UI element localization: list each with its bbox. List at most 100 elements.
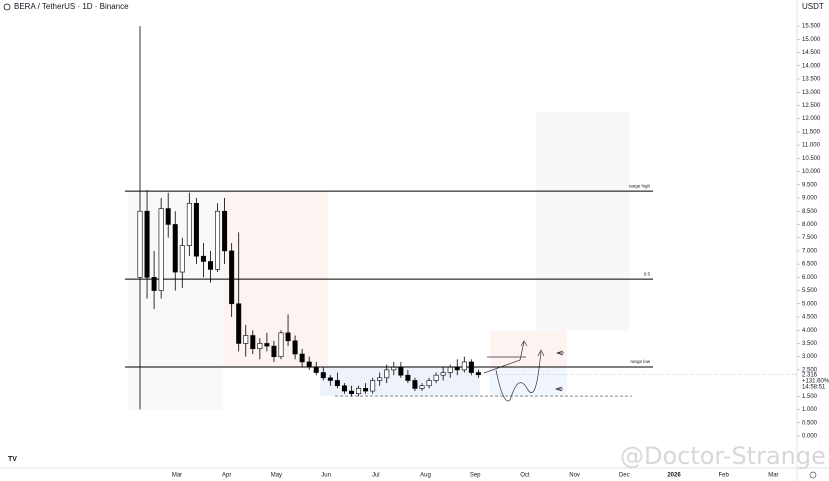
candle-body <box>236 303 242 344</box>
candle-body <box>193 202 199 257</box>
settings-button[interactable] <box>809 471 817 479</box>
zone <box>536 112 630 331</box>
candle-body <box>454 366 460 371</box>
x-tick-label: Dec <box>619 473 630 479</box>
x-tick-label: 2026 <box>667 473 681 479</box>
y-tick-label: 6.000 <box>802 275 818 281</box>
candle-body <box>222 210 228 252</box>
candle-body <box>356 388 362 394</box>
candle-body <box>215 210 221 270</box>
last-price: 2.316 <box>802 372 818 378</box>
candle-body <box>433 374 439 381</box>
change: +131.60% <box>802 378 829 384</box>
candle-body <box>419 385 425 389</box>
y-tick-label: 14.500 <box>802 50 821 56</box>
y-tick-label: 10.500 <box>802 156 821 162</box>
x-tick-label: Nov <box>569 473 580 479</box>
x-tick-label: Mar <box>768 473 778 479</box>
y-tick-label: 15.000 <box>802 37 821 43</box>
candle-body <box>475 372 481 376</box>
y-tick-label: 11.000 <box>802 143 821 149</box>
x-tick-label: Sep <box>470 473 481 479</box>
candle-body <box>278 332 284 357</box>
countdown: 14:58:51 <box>802 384 826 390</box>
y-tick-label: 11.500 <box>802 129 821 135</box>
level-label: range low <box>630 359 650 364</box>
x-tick-label: Apr <box>222 473 231 479</box>
projection <box>495 351 542 402</box>
candle-body <box>292 340 298 355</box>
candle-body <box>327 377 333 381</box>
candle-body <box>306 361 312 368</box>
candle-body <box>313 366 319 373</box>
arrow-left <box>555 350 564 356</box>
x-tick-label: May <box>271 473 282 479</box>
candle-body <box>158 208 164 291</box>
y-tick-label: 8.500 <box>802 209 818 215</box>
y-tick-label: 14.000 <box>802 63 821 69</box>
candle-body <box>391 366 397 371</box>
projection <box>483 341 525 374</box>
candle-body <box>299 353 305 363</box>
candle-body <box>405 374 411 381</box>
x-tick-label: Mar <box>172 473 182 479</box>
candle-body <box>179 245 185 273</box>
level-label: range high <box>629 183 651 188</box>
candle-body <box>172 224 178 273</box>
candle-body <box>341 385 347 392</box>
chart-title: BERA / TetherUS · 1D · Binance <box>14 2 129 11</box>
candle-body <box>320 372 326 379</box>
y-tick-label: 10.000 <box>802 169 821 175</box>
y-tick-label: 5.000 <box>802 301 818 307</box>
x-tick-label: Jun <box>321 473 331 479</box>
candle-body <box>461 361 467 371</box>
candle-body <box>137 210 143 278</box>
x-tick-label: Aug <box>420 473 431 479</box>
y-tick-label: 15.500 <box>802 24 821 30</box>
y-tick-label: 4.000 <box>802 328 818 334</box>
y-tick-label: 4.500 <box>802 315 818 321</box>
candle-body <box>151 277 157 291</box>
candle-body <box>412 380 418 389</box>
arrow-head <box>520 340 528 347</box>
candle-body <box>363 388 369 392</box>
candle-body <box>229 250 235 305</box>
x-tick-label: Jul <box>372 473 380 479</box>
candle-body <box>257 343 263 350</box>
y-tick-label: 9.500 <box>802 182 818 188</box>
y-tick-label: 8.000 <box>802 222 818 228</box>
x-tick-label: Oct <box>520 473 530 479</box>
y-tick-label: 7.500 <box>802 235 818 241</box>
candle-body <box>271 345 277 357</box>
zone <box>490 331 567 367</box>
currency: USDT <box>802 2 824 11</box>
watermark: @Doctor-Strange <box>620 442 826 470</box>
y-tick-label: 1.000 <box>802 407 818 413</box>
y-tick-label: 0.500 <box>802 420 818 426</box>
y-tick-label: 5.500 <box>802 288 818 294</box>
candle-body <box>377 377 383 381</box>
y-tick-label: 0.000 <box>802 434 818 440</box>
level-label: 0.5 <box>644 271 651 276</box>
candle-body <box>165 208 171 225</box>
y-tick-label: 13.500 <box>802 77 821 83</box>
candle-body <box>208 261 214 270</box>
y-tick-label: 1.500 <box>802 394 818 400</box>
candle-body <box>334 380 340 387</box>
candle-body <box>384 369 390 379</box>
logo-box <box>5 455 37 463</box>
candle-body <box>186 202 192 246</box>
candle-body <box>264 343 270 347</box>
y-tick-label: 2.500 <box>802 367 818 373</box>
y-tick-label: 6.500 <box>802 262 818 268</box>
candle-body <box>426 380 432 387</box>
candle-body <box>243 335 249 344</box>
arrow-left <box>554 386 563 392</box>
candle-body <box>447 366 453 373</box>
candle-body <box>285 332 291 342</box>
candle-body <box>398 366 404 376</box>
candle-body <box>468 361 474 373</box>
candle-body <box>144 210 150 278</box>
